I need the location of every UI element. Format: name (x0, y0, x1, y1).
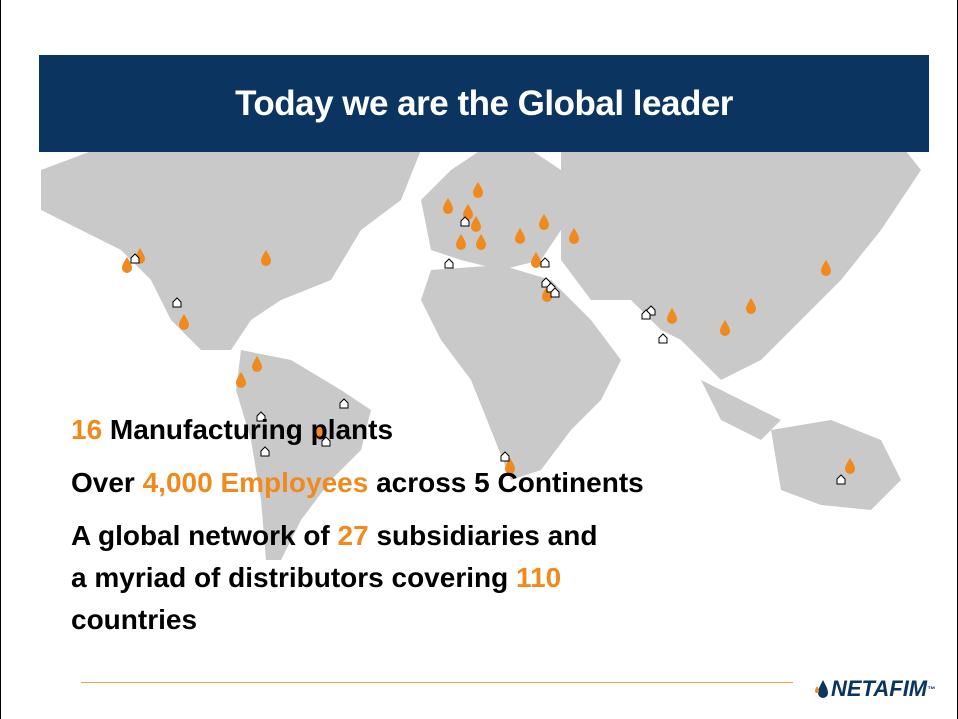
text: Over (71, 467, 143, 498)
text: Manufacturing plants (102, 414, 394, 445)
text-line: a myriad of distributors covering 110 (71, 562, 561, 594)
text: A global network of (71, 520, 338, 551)
logo-mark: ™ (927, 684, 936, 694)
logo-text: NETAFIM (831, 676, 928, 701)
text-line: Over 4,000 Employees across 5 Continents (71, 467, 644, 499)
logo-drops (815, 680, 828, 698)
text-line: A global network of 27 subsidiaries and (71, 520, 597, 552)
text: subsidiaries and (368, 520, 598, 551)
text: across 5 Continents (368, 467, 644, 498)
highlight: 27 (337, 520, 369, 551)
highlight: 4,000 Employees (142, 467, 369, 498)
text: countries (71, 604, 198, 635)
title-bar: Today we are the Global leader (39, 55, 929, 152)
slide-title: Today we are the Global leader (235, 83, 733, 123)
highlight: 110 (515, 562, 562, 593)
divider (81, 682, 793, 683)
text-line: countries (71, 604, 197, 636)
highlight: 16 (71, 414, 103, 445)
logo: NETAFIM ™ (813, 676, 935, 702)
text-line: 16 Manufacturing plants (71, 414, 393, 446)
text: a myriad of distributors covering (71, 562, 516, 593)
